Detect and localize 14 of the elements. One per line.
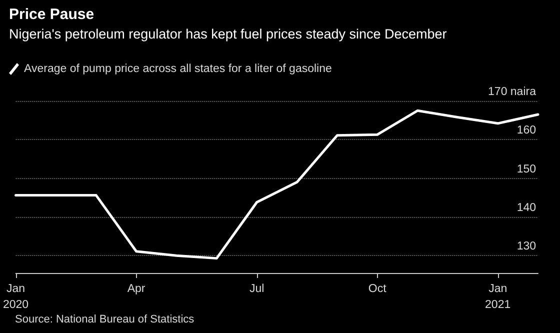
y-tick-label: 170 naira — [488, 86, 537, 98]
x-tick-label: Jan 2021 — [485, 283, 511, 311]
y-tick-label: 160 — [516, 124, 536, 137]
source-note: Source: National Bureau of Statistics — [15, 314, 195, 326]
chart-subtitle: Nigeria's petroleum regulator has kept fuel prices steady since December — [9, 26, 448, 42]
y-tick-label: 150 — [516, 163, 536, 176]
y-tick-label: 140 — [516, 202, 536, 214]
x-tick-label: Jul — [249, 283, 264, 295]
x-tick-label: Apr — [127, 283, 146, 295]
y-tick-label: 130 — [516, 240, 536, 253]
x-tick-label: Jan 2020 — [2, 283, 29, 311]
chart-title: Price Pause — [9, 6, 94, 23]
legend-label: Average of pump price across all states for a liter of gasoline — [24, 63, 332, 75]
x-tick-label: Oct — [368, 283, 388, 295]
